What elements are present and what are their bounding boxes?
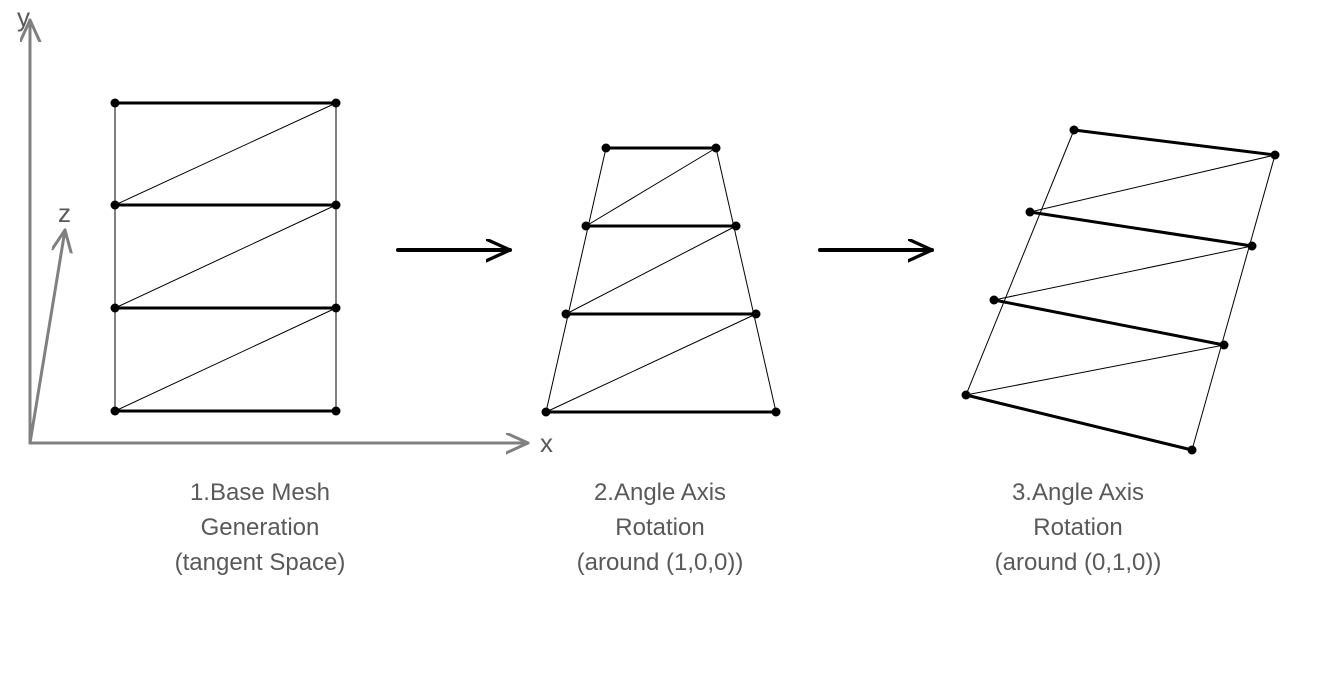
taper-mesh (542, 144, 781, 417)
caption-2: 2.Angle Axis Rotation (around (1,0,0)) (530, 476, 790, 580)
caption-1: 1.Base Mesh Generation (tangent Space) (120, 476, 400, 580)
caption-3: 3.Angle Axis Rotation (around (0,1,0)) (948, 476, 1208, 580)
rotated-mesh (962, 126, 1280, 455)
axis-label-y: y (17, 2, 30, 33)
diagram-root: y z x 1.Base Mesh Generation (tangent Sp… (0, 0, 1329, 680)
axis-label-z: z (58, 198, 71, 229)
axis-label-x: x (540, 428, 553, 459)
base-mesh (111, 99, 341, 416)
